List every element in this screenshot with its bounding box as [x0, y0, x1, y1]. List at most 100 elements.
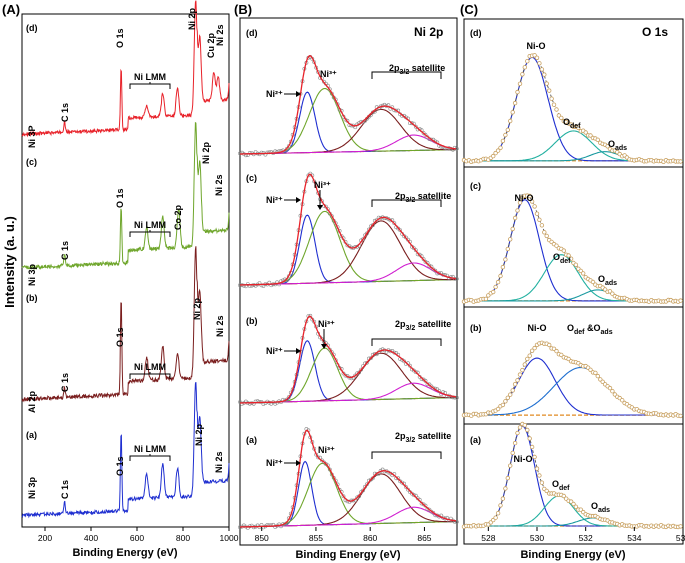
o1s-data-point: [508, 392, 513, 397]
o1s-data-point: [503, 132, 508, 138]
ni2p-data-point: [327, 467, 332, 472]
o1s-data-point: [588, 133, 593, 138]
ni2p-data-point: [265, 399, 270, 404]
survey-peak-label: C 1s: [60, 480, 70, 499]
o1s-data-point: [590, 279, 596, 285]
ni2p-series-label: (a): [246, 435, 257, 445]
x-axis-label-c: Binding Energy (eV): [520, 549, 625, 561]
ni2p-data-point: [404, 485, 408, 489]
o1s-data-point: [525, 427, 530, 433]
ni3-plus-label: Ni³⁺: [320, 69, 337, 79]
ni2p-data-point: [421, 257, 426, 262]
ni2p-data-point: [286, 395, 291, 400]
satellite-bracket: [371, 199, 442, 207]
ni2p-envelope: [240, 429, 456, 528]
ni2p-data-point: [353, 373, 358, 378]
ni2p-data-point: [357, 370, 362, 375]
o1s-data-point: [520, 367, 525, 373]
o1s-data-point: [595, 137, 600, 142]
o1s-data-point: [610, 389, 615, 394]
x-tick-label-a: 200: [38, 533, 52, 543]
o1s-nio-label: Ni-O: [528, 323, 547, 333]
o1s-data-point: [593, 370, 598, 376]
o1s-data-point: [512, 100, 518, 106]
o1s-envelope: [464, 424, 683, 527]
ni2p-data-point: [370, 223, 375, 228]
x-tick-label-b: 855: [309, 533, 323, 543]
o1s-data-point: [525, 59, 530, 64]
ni3-arrow-head: [317, 205, 323, 210]
o1s-envelope: [464, 54, 683, 162]
x-tick-label-c: 528: [481, 533, 495, 543]
x-tick-label-a: 400: [84, 533, 98, 543]
o1s-data-point: [498, 273, 503, 279]
o1s-data-point: [529, 348, 535, 353]
ni2p-data-point: [452, 145, 457, 150]
o1s-data-point: [561, 493, 566, 499]
o1s-data-point: [547, 342, 552, 348]
satellite-bracket: [371, 71, 442, 79]
o1s-data-point: [522, 362, 527, 367]
ni2p-data-point: [323, 204, 328, 209]
ni2p-data-point: [259, 150, 264, 155]
ni3-plus-label: Ni³⁺: [318, 319, 335, 329]
ni2p-data-point: [343, 373, 348, 378]
o1s-data-point: [491, 289, 496, 295]
ni2p-data-point: [427, 507, 432, 512]
ni2p-data-point: [245, 282, 250, 287]
ni2p-data-point: [429, 137, 434, 142]
o1s-data-point: [510, 110, 515, 115]
ni2p-component-ni3: [240, 347, 456, 404]
ni2-arrow-head: [296, 348, 301, 354]
survey-peak-label: Ni 2p: [201, 141, 211, 164]
o1s-data-point: [544, 488, 549, 494]
survey-peak-label: Ni 2s: [214, 451, 224, 473]
o1s-data-point: [678, 298, 683, 303]
o1s-data-point: [605, 144, 610, 149]
ni2p-data-point: [308, 313, 313, 318]
o1s-data-point: [532, 454, 537, 460]
o1s-data-point: [493, 150, 498, 156]
ni2p-data-point: [407, 363, 412, 368]
o1s-data-point: [527, 353, 532, 358]
o1s-data-point: [573, 262, 579, 267]
ni2p-component-ni3: [240, 210, 456, 286]
ni2p-data-point: [284, 397, 289, 402]
ni2p-data-point: [361, 488, 365, 493]
x-tick-label-c: 530: [530, 533, 544, 543]
x-tick-label-b: 850: [255, 533, 269, 543]
panel-c-title: O 1s: [642, 25, 668, 39]
o1s-data-point: [515, 378, 520, 383]
o1s-data-point: [517, 372, 523, 377]
o1s-data-point: [508, 118, 513, 124]
ni2p-data-point: [329, 350, 334, 355]
ni2p-envelope: [240, 173, 456, 286]
o1s-data-point: [510, 450, 515, 456]
ni2p-data-point: [341, 371, 346, 376]
o1s-data-point: [527, 193, 532, 199]
panel-b-frame: [239, 17, 458, 546]
o1s-data-point: [483, 296, 489, 302]
survey-line-a: [21, 381, 230, 519]
o1s-data-point: [491, 153, 496, 159]
ni2p-data-point: [423, 132, 428, 137]
satellite-label: 2p3/2 satellite: [395, 191, 451, 204]
o1s-data-point: [573, 504, 579, 509]
o1s-data-point: [493, 515, 498, 520]
o1s-data-point: [534, 466, 540, 471]
o1s-data-point: [529, 444, 535, 450]
o1s-data-point: [510, 388, 515, 393]
o1s-data-point: [517, 425, 523, 430]
o1s-data-point: [542, 72, 547, 77]
o1s-data-point: [525, 356, 530, 362]
ni2p-series-label: (c): [246, 173, 257, 183]
o1s-oads-label: Oads: [598, 274, 617, 287]
o1s-nio-label: Ni-O: [514, 454, 533, 464]
o1s-data-point: [520, 72, 525, 77]
o1s-series-label: (a): [470, 435, 481, 445]
o1s-data-point: [512, 215, 518, 221]
o1s-data-point: [571, 501, 576, 507]
ni2p-data-point: [431, 511, 436, 515]
survey-series-label: (a): [26, 430, 37, 440]
